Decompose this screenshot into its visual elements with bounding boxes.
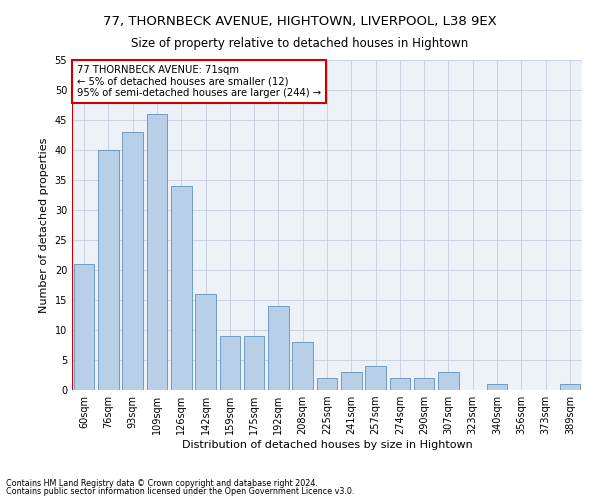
Y-axis label: Number of detached properties: Number of detached properties — [39, 138, 49, 312]
Bar — [317, 378, 337, 390]
Bar — [414, 378, 434, 390]
Bar — [244, 336, 265, 390]
Bar — [171, 186, 191, 390]
Bar — [560, 384, 580, 390]
Bar — [389, 378, 410, 390]
Text: Size of property relative to detached houses in Hightown: Size of property relative to detached ho… — [131, 38, 469, 51]
Text: 77 THORNBECK AVENUE: 71sqm
← 5% of detached houses are smaller (12)
95% of semi-: 77 THORNBECK AVENUE: 71sqm ← 5% of detac… — [77, 65, 321, 98]
Bar — [292, 342, 313, 390]
Bar — [146, 114, 167, 390]
X-axis label: Distribution of detached houses by size in Hightown: Distribution of detached houses by size … — [182, 440, 472, 450]
Text: 77, THORNBECK AVENUE, HIGHTOWN, LIVERPOOL, L38 9EX: 77, THORNBECK AVENUE, HIGHTOWN, LIVERPOO… — [103, 15, 497, 28]
Bar — [74, 264, 94, 390]
Bar — [268, 306, 289, 390]
Bar — [365, 366, 386, 390]
Bar — [438, 372, 459, 390]
Text: Contains HM Land Registry data © Crown copyright and database right 2024.: Contains HM Land Registry data © Crown c… — [6, 478, 318, 488]
Bar — [122, 132, 143, 390]
Bar — [98, 150, 119, 390]
Text: Contains public sector information licensed under the Open Government Licence v3: Contains public sector information licen… — [6, 487, 355, 496]
Bar — [487, 384, 508, 390]
Bar — [341, 372, 362, 390]
Bar — [220, 336, 240, 390]
Bar — [195, 294, 216, 390]
